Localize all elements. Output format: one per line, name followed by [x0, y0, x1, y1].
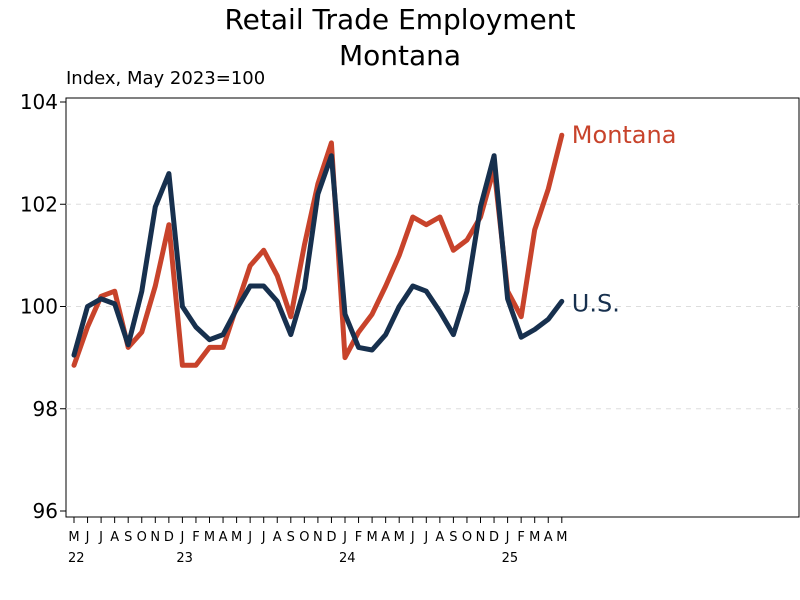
y-axis-label: Index, May 2023=100 — [66, 68, 266, 89]
x-tick-label: A — [110, 530, 119, 545]
x-tick-label: M — [556, 530, 567, 545]
x-year-label: 25 — [502, 551, 519, 566]
x-tick-label: J — [410, 530, 415, 545]
x-tick-label: A — [381, 530, 390, 545]
x-tick-label: A — [273, 530, 282, 545]
x-tick-label: F — [192, 530, 199, 545]
x-tick-label: J — [423, 530, 428, 545]
x-tick-label: M — [366, 530, 377, 545]
x-tick-label: O — [299, 530, 309, 545]
x-tick-label: J — [505, 530, 510, 545]
y-tick-label: 102 — [20, 192, 58, 216]
x-tick-label: N — [476, 530, 486, 545]
series-label-us: U.S. — [572, 289, 620, 317]
y-tick-label: 96 — [33, 499, 58, 523]
y-tick-label: 98 — [33, 397, 58, 421]
x-tick-label: D — [164, 530, 174, 545]
x-tick-label: M — [529, 530, 540, 545]
x-tick-label: F — [517, 530, 524, 545]
x-year-label: 22 — [68, 551, 85, 566]
x-tick-label: J — [85, 530, 90, 545]
y-tick-label: 104 — [20, 90, 58, 114]
x-tick-label: F — [355, 530, 362, 545]
x-tick-label: A — [544, 530, 553, 545]
x-tick-label: A — [219, 530, 228, 545]
x-tick-label: J — [261, 530, 266, 545]
x-tick-label: S — [124, 530, 132, 545]
y-tick-label: 100 — [20, 295, 58, 319]
x-tick-label: J — [98, 530, 103, 545]
x-tick-label: S — [287, 530, 295, 545]
x-tick-label: S — [449, 530, 457, 545]
x-tick-label: J — [247, 530, 252, 545]
plot-frame — [65, 97, 800, 518]
series-label-montana: Montana — [572, 121, 677, 149]
x-tick-label: N — [150, 530, 160, 545]
x-year-label: 24 — [339, 551, 356, 566]
x-tick-label: N — [313, 530, 323, 545]
x-tick-label: M — [231, 530, 242, 545]
x-tick-label: D — [326, 530, 336, 545]
x-tick-label: M — [68, 530, 79, 545]
x-tick-label: D — [489, 530, 499, 545]
series-line-us — [71, 153, 565, 358]
x-tick-label: M — [204, 530, 215, 545]
x-tick-label: O — [137, 530, 147, 545]
x-tick-label: A — [435, 530, 444, 545]
chart-title: Retail Trade Employment — [224, 3, 576, 36]
x-tick-label: M — [394, 530, 405, 545]
x-tick-label: J — [342, 530, 347, 545]
x-tick-label: O — [462, 530, 472, 545]
x-year-label: 23 — [176, 551, 193, 566]
x-tick-label: J — [179, 530, 184, 545]
chart-subtitle: Montana — [338, 39, 462, 72]
